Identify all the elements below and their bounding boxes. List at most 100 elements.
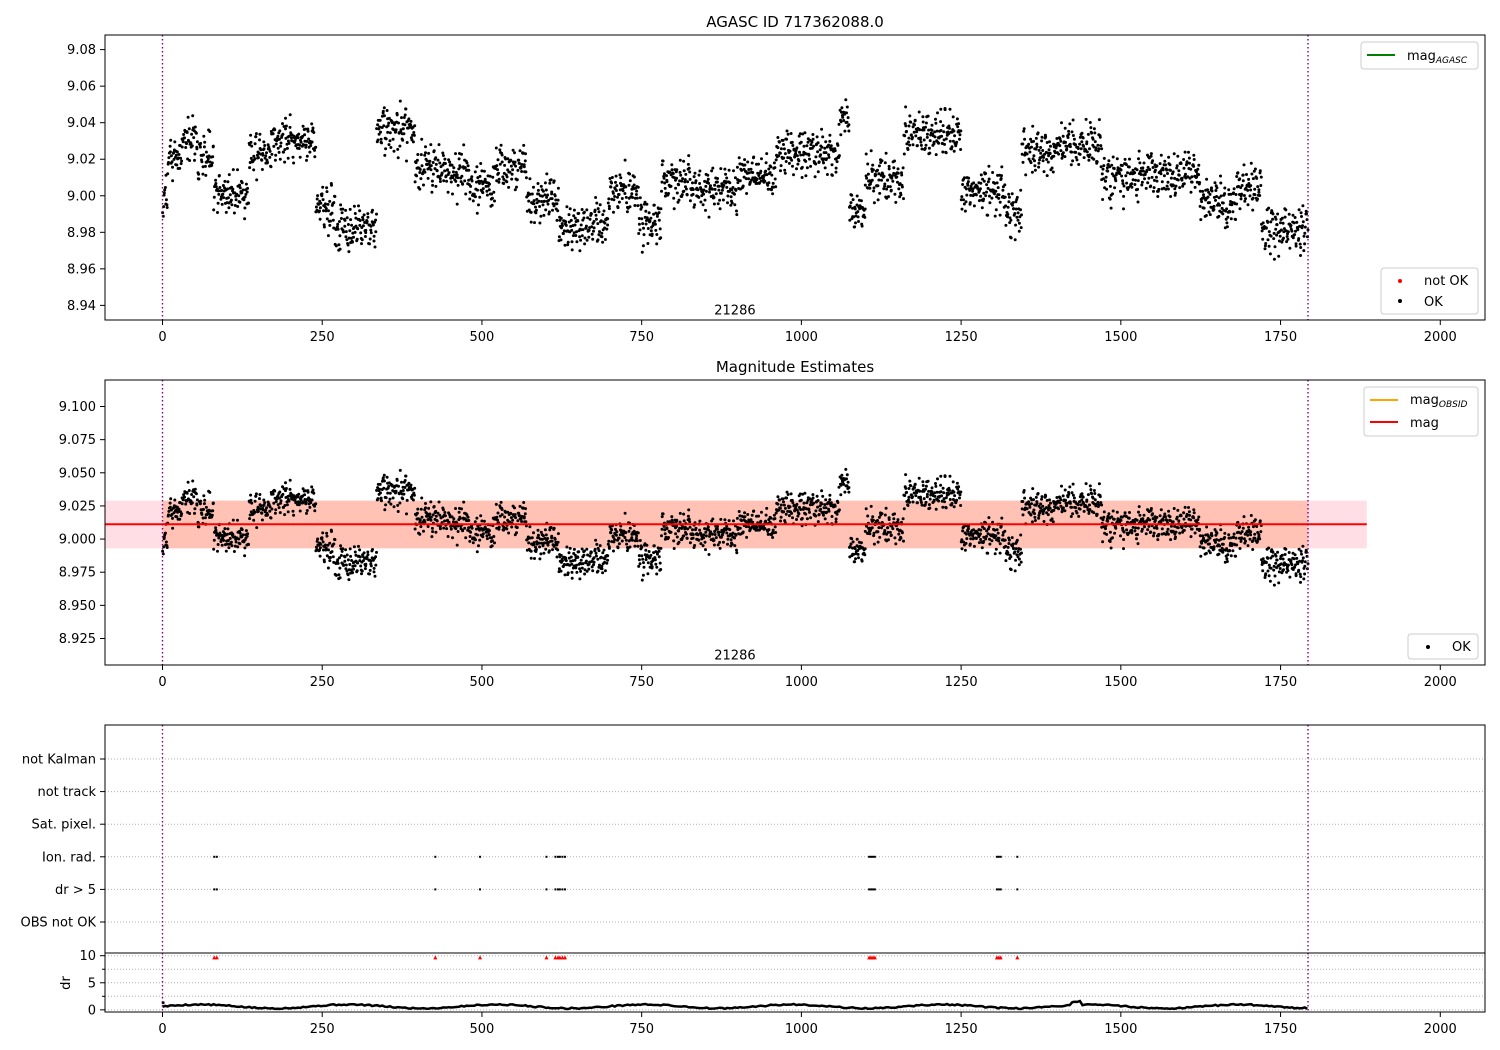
ok-point [550, 190, 554, 194]
ok-point [638, 196, 642, 200]
ok-point [870, 178, 874, 182]
ok-point [534, 548, 538, 551]
ok-point [366, 212, 370, 216]
ok-point [434, 509, 438, 513]
ok-point [431, 513, 435, 517]
ok-point [230, 544, 234, 548]
ok-point [890, 176, 894, 180]
ok-point [782, 510, 786, 514]
ok-point [477, 203, 480, 207]
ok-point [1144, 186, 1148, 190]
ok-point [1168, 163, 1172, 167]
ok-point [777, 140, 781, 144]
ok-point [1157, 187, 1161, 191]
ok-point [185, 131, 189, 134]
ok-point [994, 208, 998, 212]
ok-point [824, 506, 828, 510]
ok-point [481, 191, 485, 195]
ok-point [723, 167, 727, 171]
ok-point [941, 486, 945, 490]
panel1-points [161, 98, 1310, 261]
ok-point [1225, 221, 1229, 225]
ok-point [308, 150, 312, 154]
ok-point [887, 164, 891, 168]
ok-point [165, 206, 169, 209]
ok-point [670, 168, 674, 172]
ok-point [220, 543, 224, 547]
ok-point [1303, 225, 1307, 229]
ok-point [279, 141, 283, 145]
ok-point [959, 198, 963, 202]
ok-point [178, 166, 182, 170]
ok-point [840, 106, 844, 110]
ok-point [986, 213, 990, 217]
ok-point [456, 176, 460, 180]
legend-box [1360, 41, 1479, 70]
ok-point [903, 122, 907, 126]
ok-point [324, 209, 328, 213]
ok-point [537, 192, 541, 196]
ok-point [434, 514, 438, 518]
ok-point [643, 200, 647, 204]
ok-point [517, 161, 521, 165]
ok-point [1037, 516, 1041, 520]
ok-point [180, 502, 184, 506]
ok-point [1143, 172, 1147, 176]
ok-point [932, 498, 936, 502]
ok-point [985, 534, 988, 538]
ok-point [343, 559, 347, 563]
ok-point [1028, 505, 1032, 509]
ok-point [533, 221, 536, 225]
ok-point [513, 188, 517, 192]
ok-point [1058, 137, 1062, 141]
ok-point [1232, 191, 1235, 195]
ok-point [171, 516, 174, 520]
ok-point [1122, 207, 1125, 211]
panel1-legend-lines[interactable]: magAGASC [1360, 41, 1479, 70]
ok-point [687, 166, 691, 170]
ok-point [625, 201, 629, 205]
ok-point [537, 199, 541, 203]
ok-point [413, 486, 417, 490]
ok-point [974, 537, 978, 540]
ok-point [694, 179, 698, 183]
ok-point [1031, 487, 1035, 491]
ok-point [259, 148, 263, 152]
ok-point [685, 536, 689, 540]
ok-point [490, 196, 494, 200]
ok-point [266, 513, 269, 517]
ok-point [328, 223, 332, 227]
ok-point [1159, 172, 1163, 176]
ok-point [564, 223, 568, 227]
ok-point [698, 169, 702, 173]
ok-point [924, 121, 928, 125]
ok-point [982, 539, 986, 543]
ok-point [847, 123, 851, 127]
ok-point [1231, 210, 1235, 214]
ok-point [814, 162, 818, 166]
ok-point [852, 215, 856, 219]
ok-point [741, 184, 745, 188]
ok-point [663, 181, 667, 185]
ok-point [579, 569, 583, 573]
ok-point [746, 513, 750, 516]
ok-point [1071, 118, 1075, 122]
ok-point [941, 505, 945, 509]
ok-point [424, 506, 427, 510]
ok-point [730, 201, 734, 205]
panel1-legend-markers[interactable]: not OK OK [1380, 267, 1479, 315]
ok-point [192, 136, 196, 140]
ok-point [977, 199, 981, 203]
ok-point [549, 526, 553, 529]
ok-point [441, 151, 445, 155]
ok-point [914, 494, 918, 498]
ok-point [585, 547, 589, 551]
ok-point [686, 180, 690, 184]
ok-point [220, 189, 224, 192]
ok-point [1225, 225, 1229, 229]
ok-point [1110, 163, 1114, 167]
ok-point [921, 480, 925, 484]
ok-point [387, 143, 391, 147]
ok-point [451, 520, 455, 524]
ok-point [645, 543, 649, 547]
